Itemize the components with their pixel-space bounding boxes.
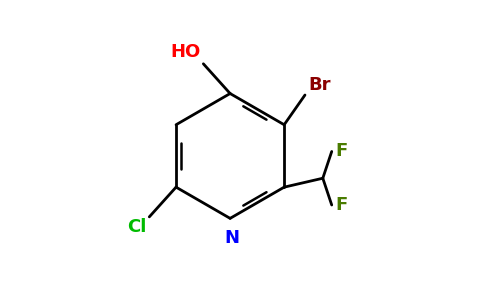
Text: HO: HO xyxy=(170,43,200,61)
Text: N: N xyxy=(224,229,239,247)
Text: Br: Br xyxy=(308,76,331,94)
Text: Cl: Cl xyxy=(127,218,146,236)
Text: F: F xyxy=(335,196,348,214)
Text: F: F xyxy=(335,142,348,160)
